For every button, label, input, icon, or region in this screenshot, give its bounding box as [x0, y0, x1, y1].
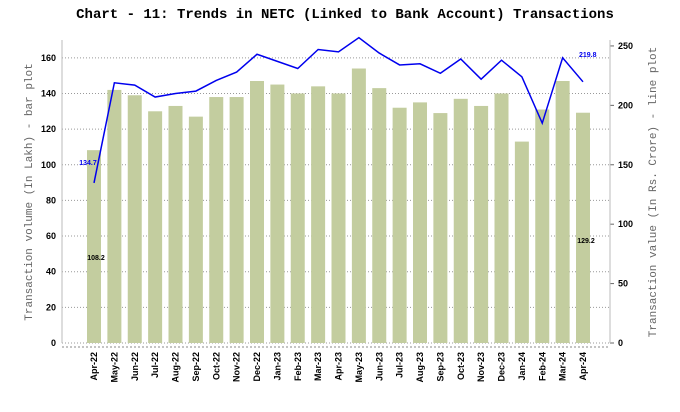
x-tick-label: Apr-22: [89, 352, 99, 381]
bar: [107, 89, 122, 343]
bar: [127, 95, 142, 344]
bar: [209, 97, 224, 343]
bar: [555, 80, 570, 344]
bar: [535, 109, 550, 343]
bar: [229, 97, 244, 343]
x-tick-label: Aug-22: [171, 352, 181, 383]
x-tick-label: Jun-22: [130, 352, 140, 381]
x-tick-label: Jul-23: [395, 352, 405, 378]
y-tick-label: 60: [46, 231, 56, 241]
y2-tick-label: 0: [618, 338, 623, 348]
y2-tick-label: 250: [618, 41, 633, 51]
x-tick-label: Sep-23: [435, 352, 445, 382]
x-tick-label: May-23: [354, 352, 364, 383]
bar: [474, 105, 489, 344]
bar: [250, 80, 264, 344]
bar: [311, 86, 326, 343]
y-tick-label: 120: [41, 124, 56, 134]
bar: [514, 141, 529, 343]
bar: [433, 113, 448, 343]
bar: [494, 93, 509, 344]
x-tick-label: Oct-22: [211, 352, 221, 380]
bar: [331, 93, 346, 344]
bar: [392, 107, 407, 344]
y-tick-label: 0: [51, 338, 56, 348]
x-tick-label: Feb-23: [293, 352, 303, 381]
line-value-label: 134.7: [79, 160, 97, 167]
x-tick-label: Nov-22: [232, 352, 242, 382]
bar: [576, 112, 590, 343]
x-tick-label: Dec-22: [252, 352, 262, 382]
y-tick-label: 140: [41, 88, 56, 98]
x-tick-label: Jan-23: [272, 352, 282, 381]
x-tick-label: Oct-23: [456, 352, 466, 380]
y2-tick-label: 100: [618, 219, 633, 229]
y2-axis-title: Transaction value (In Rs. Crore) - line …: [648, 47, 660, 337]
bar: [148, 111, 163, 343]
y-tick-label: 100: [41, 160, 56, 170]
chart-title: Chart - 11: Trends in NETC (Linked to Ba…: [76, 7, 614, 23]
bar: [453, 98, 468, 343]
x-tick-label: Jun-23: [374, 352, 384, 381]
line: [93, 36, 584, 184]
bar: [270, 84, 285, 343]
x-tick-label: Sep-22: [191, 352, 201, 382]
x-tick-label: Dec-23: [497, 352, 507, 382]
x-tick-label: Aug-23: [415, 352, 425, 383]
x-tick-label: Feb-24: [537, 352, 547, 381]
x-tick-label: Jan-24: [517, 352, 527, 381]
bar-value-label: 108.2: [87, 255, 105, 262]
x-tick-label: Nov-23: [476, 352, 486, 382]
x-tick-label: Jul-22: [150, 352, 160, 378]
y-tick-label: 80: [46, 195, 56, 205]
x-tick-label: Mar-24: [558, 352, 568, 381]
bar: [168, 105, 183, 344]
x-tick-label: May-22: [109, 352, 119, 383]
bar: [351, 68, 366, 344]
bar-value-label: 129.2: [577, 238, 595, 245]
bar: [372, 88, 387, 343]
bar: [188, 116, 203, 343]
bar: [413, 102, 427, 343]
bar: [87, 150, 101, 343]
x-tick-label: Apr-23: [334, 352, 344, 381]
x-tick-label: Mar-23: [313, 352, 323, 381]
y2-tick-label: 150: [618, 160, 633, 170]
y-tick-label: 20: [46, 302, 56, 312]
y-axis-title: Transaction volume (In Lakh) - bar plot: [24, 63, 36, 320]
line-value-label: 219.8: [579, 52, 597, 59]
y2-tick-label: 200: [618, 100, 633, 110]
bar: [290, 93, 305, 344]
x-tick-label: Apr-24: [578, 352, 588, 381]
y2-tick-label: 50: [618, 279, 628, 289]
y-tick-label: 160: [41, 53, 56, 63]
y-tick-label: 40: [46, 267, 56, 277]
